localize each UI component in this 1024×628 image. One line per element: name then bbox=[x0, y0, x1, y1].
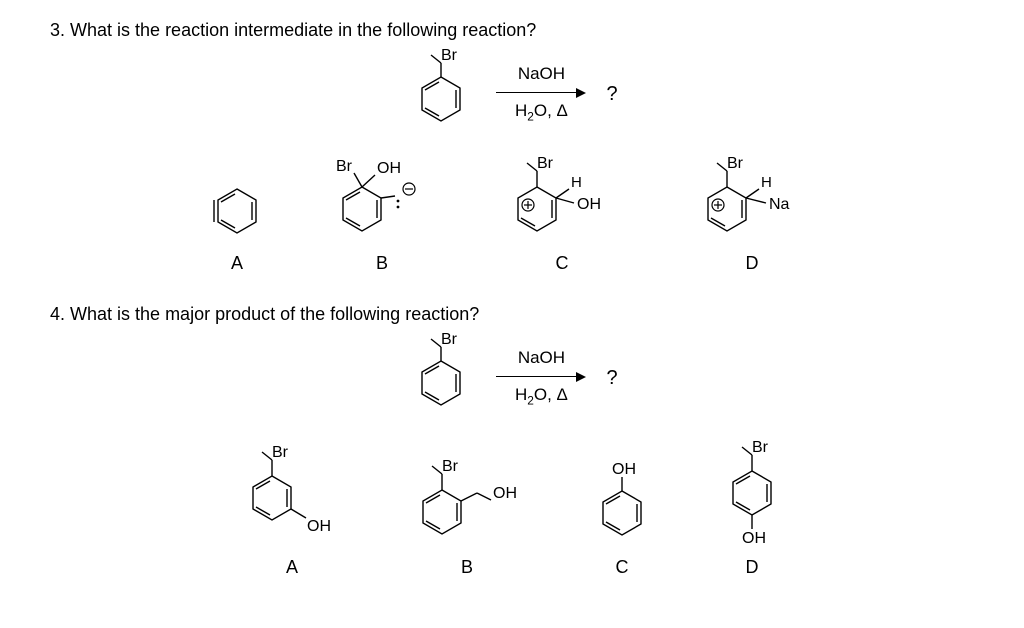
question-4-text: 4. What is the major product of the foll… bbox=[50, 304, 974, 325]
q3-choices: A Br OH bbox=[50, 157, 974, 274]
svg-text:H: H bbox=[761, 174, 772, 191]
q4-prompt: What is the major product of the followi… bbox=[70, 304, 479, 324]
q3-label-A: A bbox=[231, 253, 243, 274]
structure-q4-B: Br OH bbox=[407, 456, 527, 551]
q4-choice-A: Br OH A bbox=[237, 446, 347, 578]
q4-product-placeholder: ? bbox=[606, 367, 617, 390]
svg-text:Br: Br bbox=[442, 458, 459, 475]
q3-choice-D: Br H Na D bbox=[687, 157, 817, 274]
svg-text:Br: Br bbox=[752, 441, 769, 456]
q4-choice-B: Br OH B bbox=[407, 456, 527, 578]
q3-choice-C: Br H OH C bbox=[497, 157, 627, 274]
svg-text:OH: OH bbox=[577, 196, 601, 213]
q4-label-D: D bbox=[746, 557, 759, 578]
q4-reagent-bottom: H2O, Δ bbox=[515, 385, 568, 408]
svg-text:Br: Br bbox=[441, 333, 458, 348]
q3-reaction: Br NaOH H2O, Δ ? bbox=[50, 49, 974, 139]
svg-text:Br: Br bbox=[272, 446, 289, 461]
q3-prompt: What is the reaction intermediate in the… bbox=[70, 20, 536, 40]
structure-B: Br OH bbox=[327, 157, 437, 247]
q4-label-B: B bbox=[461, 557, 473, 578]
arrow-icon bbox=[496, 371, 586, 383]
svg-text:Br: Br bbox=[441, 49, 458, 64]
question-4: 4. What is the major product of the foll… bbox=[50, 304, 974, 578]
q4-label-C: C bbox=[616, 557, 629, 578]
q4-reaction: Br NaOH H2O, Δ ? bbox=[50, 333, 974, 423]
q3-label-D: D bbox=[746, 253, 759, 274]
q4-choice-C: OH C bbox=[587, 461, 657, 578]
q3-choice-B: Br OH B bbox=[327, 157, 437, 274]
q3-label-B: B bbox=[376, 253, 388, 274]
q3-label-C: C bbox=[556, 253, 569, 274]
q3-reagent-top: NaOH bbox=[518, 64, 565, 84]
q4-label-A: A bbox=[286, 557, 298, 578]
svg-text:OH: OH bbox=[742, 530, 766, 547]
structure-q4-A: Br OH bbox=[237, 446, 347, 551]
svg-text:H: H bbox=[571, 174, 582, 191]
q4-start-bromobenzene: Br bbox=[406, 333, 476, 423]
structure-C: Br H OH bbox=[497, 157, 627, 247]
q3-product-placeholder: ? bbox=[606, 83, 617, 106]
svg-text:OH: OH bbox=[377, 160, 401, 177]
svg-text:Br: Br bbox=[727, 157, 744, 172]
svg-text:Na: Na bbox=[769, 196, 790, 213]
question-3-text: 3. What is the reaction intermediate in … bbox=[50, 20, 974, 41]
q3-arrow: NaOH H2O, Δ bbox=[496, 64, 586, 123]
q4-choice-D: Br OH D bbox=[717, 441, 787, 578]
svg-text:Br: Br bbox=[336, 158, 353, 175]
q3-start-bromobenzene: Br bbox=[406, 49, 476, 139]
q4-arrow: NaOH H2O, Δ bbox=[496, 348, 586, 407]
q4-number: 4. bbox=[50, 304, 65, 324]
structure-D: Br H Na bbox=[687, 157, 817, 247]
structure-benzyne bbox=[207, 177, 267, 247]
q3-choice-A: A bbox=[207, 177, 267, 274]
q3-reagent-bottom: H2O, Δ bbox=[515, 101, 568, 124]
q4-reagent-top: NaOH bbox=[518, 348, 565, 368]
svg-text:OH: OH bbox=[493, 485, 517, 502]
structure-q4-C: OH bbox=[587, 461, 657, 551]
svg-text:OH: OH bbox=[307, 518, 331, 535]
structure-q4-D: Br OH bbox=[717, 441, 787, 551]
q4-choices: Br OH A bbox=[50, 441, 974, 578]
q3-number: 3. bbox=[50, 20, 65, 40]
svg-text:Br: Br bbox=[537, 157, 554, 172]
arrow-icon bbox=[496, 87, 586, 99]
svg-text:OH: OH bbox=[612, 461, 636, 478]
question-3: 3. What is the reaction intermediate in … bbox=[50, 20, 974, 274]
